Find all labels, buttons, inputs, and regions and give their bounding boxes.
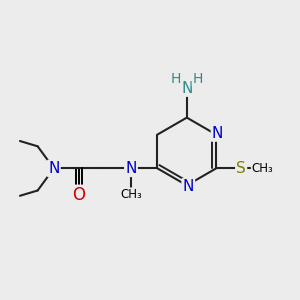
Text: N: N	[125, 161, 137, 176]
Text: N: N	[181, 81, 193, 96]
Text: CH₃: CH₃	[252, 162, 274, 175]
Text: N: N	[183, 179, 194, 194]
Text: S: S	[236, 161, 246, 176]
Text: N: N	[48, 161, 59, 176]
Text: O: O	[72, 186, 86, 204]
Text: H: H	[193, 72, 203, 86]
Text: CH₃: CH₃	[120, 188, 142, 201]
Text: N: N	[212, 126, 223, 141]
Text: H: H	[170, 72, 181, 86]
